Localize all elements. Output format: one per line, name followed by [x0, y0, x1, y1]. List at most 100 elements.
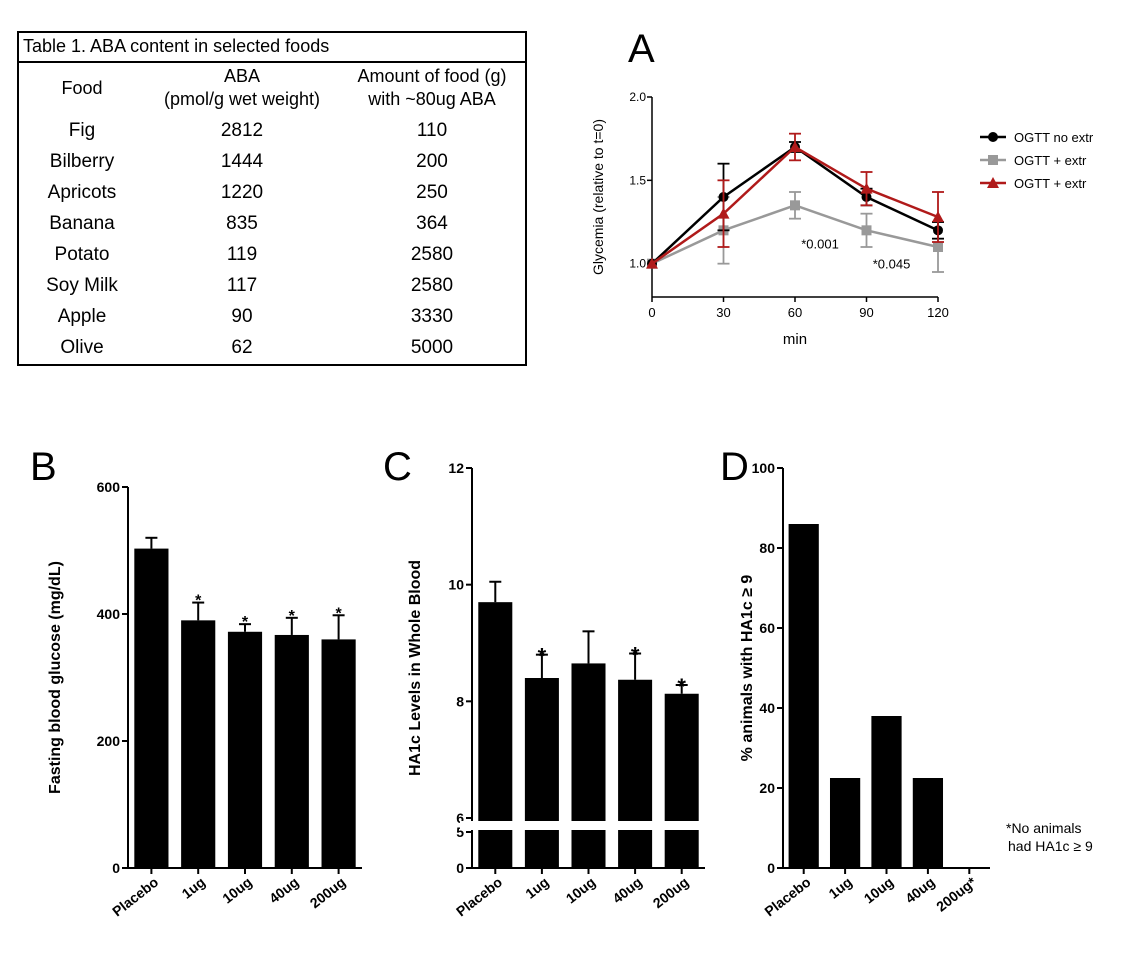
cell-aba: 62 — [231, 337, 253, 358]
legend-marker — [988, 132, 998, 142]
x-tick-label: 10ug — [861, 874, 897, 907]
y-tick-label: 100 — [752, 460, 776, 476]
bar — [829, 778, 861, 868]
cell-aba: 835 — [226, 213, 258, 234]
cell-food: Fig — [68, 120, 96, 141]
x-tick-label: Placebo — [453, 874, 505, 920]
bar — [788, 524, 819, 868]
significance-marker: * — [677, 674, 686, 699]
axis-break-gap — [460, 821, 707, 830]
cell-amount: 5000 — [410, 337, 454, 358]
cell-food: Olive — [60, 337, 104, 358]
cell-amount: 110 — [416, 120, 448, 141]
aba-content-table: Table 1. ABA content in selected foods F… — [17, 31, 527, 366]
bar — [524, 678, 559, 868]
cell-amount: 3330 — [410, 306, 454, 327]
data-point — [789, 141, 801, 152]
y-tick-label: 0 — [456, 860, 464, 876]
x-tick-label: 200ug — [307, 874, 349, 912]
y-axis-label: Fasting blood glucose (mg/dL) — [47, 561, 64, 794]
panel-letter-a: A — [628, 27, 655, 71]
table-row: Olive 62 5000 — [19, 334, 525, 365]
cell-aba: 119 — [226, 244, 258, 265]
legend-marker — [987, 177, 999, 188]
bar — [227, 631, 263, 868]
x-axis-label: min — [783, 331, 807, 348]
data-point — [861, 225, 872, 236]
legend-label: OGTT + extr — [1014, 153, 1087, 168]
panel-b-bar-chart: 0 200 400 600 Placebo * 1ug * 10ug * 40ug * 200ug Fas… — [47, 479, 362, 919]
header-amount: Amount of food (g) with ~80ug ABA — [339, 65, 525, 111]
x-tick-label: 40ug — [266, 874, 302, 907]
table-divider — [19, 61, 525, 63]
y-tick-label: 60 — [759, 620, 775, 636]
y-tick-label: 600 — [97, 479, 121, 495]
y-axis-label: Glycemia (relative to t=0) — [590, 119, 606, 275]
table-row: Apple 90 3330 — [19, 303, 525, 334]
panel-letter-d: D — [720, 445, 749, 489]
legend-entry: OGTT no extr — [980, 130, 1094, 145]
x-tick-label: 1ug — [522, 874, 551, 902]
bar — [664, 693, 699, 868]
data-point — [860, 182, 873, 194]
chart-note-line1: *No animals — [1006, 820, 1081, 836]
bar — [181, 620, 216, 868]
cell-food: Apricots — [47, 182, 117, 203]
significance-marker: * — [631, 643, 640, 668]
series-2 — [646, 132, 944, 269]
table-row: Soy Milk 117 2580 — [19, 272, 525, 303]
bar — [871, 716, 902, 868]
data-point — [646, 257, 658, 269]
panel-letter-b: B — [30, 445, 57, 489]
cell-aba: 117 — [226, 275, 258, 296]
bar — [321, 639, 356, 868]
y-tick-label: 1.0 — [629, 257, 646, 271]
x-tick-label: Placebo — [109, 874, 161, 920]
cell-amount: 2580 — [410, 244, 454, 265]
x-tick-label: Placebo — [761, 874, 813, 920]
bar — [274, 634, 309, 868]
x-tick-label: 200ug — [650, 874, 692, 912]
cell-food: Soy Milk — [46, 275, 118, 296]
x-tick-label: 1ug — [179, 874, 208, 902]
cell-food: Banana — [49, 213, 115, 234]
cell-amount: 250 — [416, 182, 448, 203]
cell-aba: 1444 — [220, 151, 264, 172]
y-tick-label: 0 — [112, 860, 120, 876]
data-point — [717, 207, 730, 219]
y-tick-label: 5 — [456, 824, 464, 840]
x-tick-label: 200ug* — [933, 873, 979, 914]
header-aba: ABA (pmol/g wet weight) — [149, 65, 335, 111]
annotation: *0.001 — [801, 237, 839, 252]
x-tick-label: 60 — [788, 305, 802, 320]
y-axis-label: % animals with HA1c ≥ 9 — [739, 575, 756, 762]
x-tick-label: 30 — [716, 305, 730, 320]
y-tick-label: 40 — [759, 700, 775, 716]
legend-label: OGTT + extr — [1014, 176, 1087, 191]
bar — [618, 679, 653, 868]
cell-aba: 90 — [231, 306, 253, 327]
x-tick-label: 40ug — [609, 874, 645, 907]
table-row: Potato 119 2580 — [19, 241, 525, 272]
y-axis-label: HA1c Levels in Whole Blood — [407, 560, 424, 776]
y-tick-label: 0 — [767, 860, 775, 876]
annotation: *0.045 — [873, 257, 911, 272]
x-tick-label: 10ug — [219, 874, 255, 907]
cell-food: Potato — [54, 244, 110, 265]
x-tick-label: 90 — [859, 305, 873, 320]
header-amount-line1: Amount of food (g) — [357, 66, 507, 86]
x-tick-label: 120 — [927, 305, 949, 320]
legend-entry: OGTT + extr — [980, 153, 1087, 168]
panel-c-bar-chart: 0 56 8 10 12 Placebo * 1ug 10ug * 40ug * 200ug HA1c L… — [407, 460, 707, 919]
legend-label: OGTT no extr — [1014, 130, 1094, 145]
y-tick-label: 200 — [97, 733, 121, 749]
y-tick-label: 2.0 — [629, 90, 646, 104]
significance-marker: * — [538, 644, 547, 669]
cell-aba: 2812 — [220, 120, 264, 141]
cell-food: Bilberry — [49, 151, 115, 172]
panel-letter-c: C — [383, 445, 412, 489]
data-point — [932, 211, 944, 222]
x-tick-label: 10ug — [563, 874, 599, 907]
bar — [912, 778, 944, 868]
